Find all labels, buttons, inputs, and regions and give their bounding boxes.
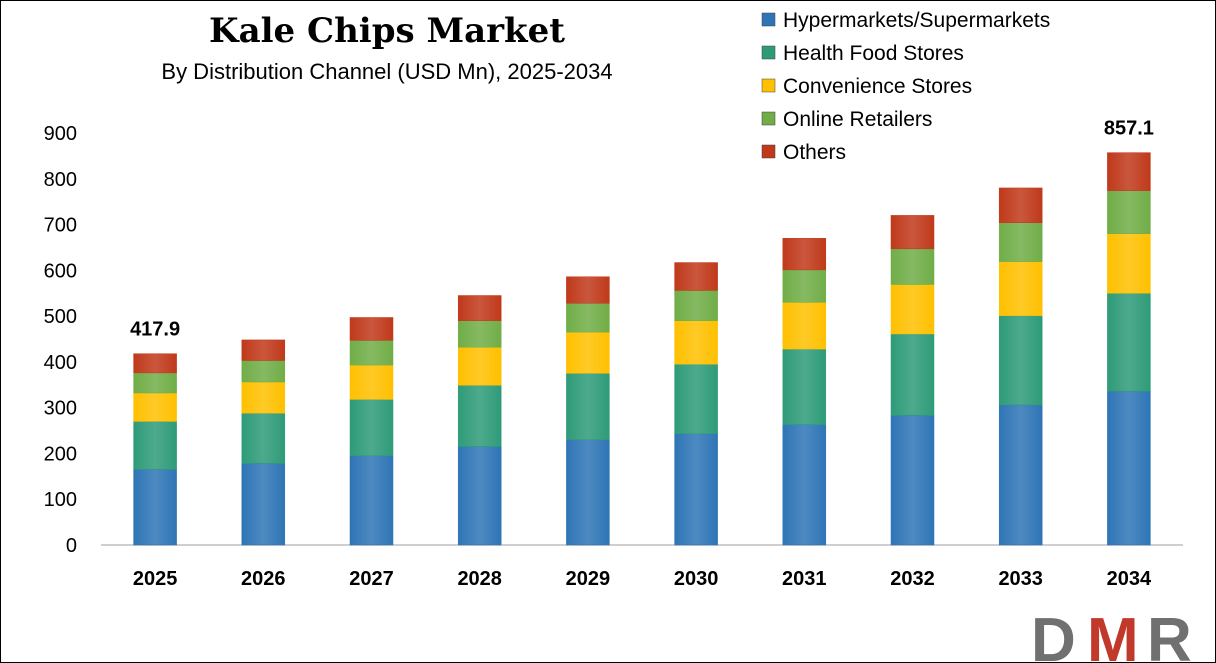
legend-label: Online Retailers <box>783 108 932 131</box>
bar-segment-2028-1 <box>457 384 502 447</box>
bar-segment-2025-1 <box>133 421 177 470</box>
chart-title: Kale Chips Market <box>209 11 565 51</box>
bar-segment-2032-4 <box>890 215 935 250</box>
legend-swatch <box>761 78 776 93</box>
data-label: 417.9 <box>130 319 180 341</box>
x-tick-label: 2034 <box>1107 568 1152 590</box>
bar-segment-2029-0 <box>566 439 610 546</box>
y-tick-label: 300 <box>44 398 77 420</box>
legend-label: Others <box>783 141 846 164</box>
legend-label: Hypermarkets/Supermarkets <box>783 9 1050 32</box>
bar-segment-2028-0 <box>457 446 502 546</box>
legend-swatch <box>761 111 776 126</box>
bar-segment-2027-0 <box>349 455 394 546</box>
dmr-logo: D M R <box>1031 606 1192 662</box>
data-labels: 417.9 857.1 <box>130 118 1154 341</box>
bar-segment-2031-3 <box>782 269 827 303</box>
legend-swatch <box>761 12 776 27</box>
legend-label: Convenience Stores <box>783 75 972 98</box>
y-tick-label: 500 <box>44 306 77 328</box>
bar-segment-2030-3 <box>674 290 718 321</box>
logo-letter-m: M <box>1087 606 1139 662</box>
bar-segment-2030-0 <box>674 433 718 546</box>
bar-segment-2027-1 <box>349 399 394 456</box>
bar-segment-2033-1 <box>998 315 1043 406</box>
bar-segment-2028-4 <box>457 295 502 321</box>
x-tick-label: 2030 <box>674 568 719 590</box>
bar-segment-2033-2 <box>998 261 1043 316</box>
bar-segment-2026-2 <box>241 381 286 414</box>
bar-segment-2030-2 <box>674 320 718 365</box>
legend: Hypermarkets/Supermarkets Health Food Sto… <box>761 9 1050 164</box>
x-tick-label: 2032 <box>890 568 935 590</box>
bar-segment-2031-4 <box>782 238 827 271</box>
bar-segment-2030-4 <box>674 262 718 291</box>
bar-segment-2034-2 <box>1107 233 1151 294</box>
bar-segment-2034-1 <box>1107 292 1151 392</box>
y-tick-label: 800 <box>44 169 77 191</box>
bar-segment-2026-0 <box>241 463 286 546</box>
bar-segment-2033-0 <box>998 404 1043 546</box>
bar-segment-2029-4 <box>566 276 610 304</box>
data-label: 857.1 <box>1104 118 1154 140</box>
x-tick-label: 2027 <box>349 568 394 590</box>
x-tick-label: 2029 <box>566 568 611 590</box>
bar-segment-2033-4 <box>998 187 1043 223</box>
bar-segment-2026-4 <box>241 339 286 361</box>
y-axis: 0 100 200 300 400 500 600 700 800 900 <box>44 123 77 557</box>
bar-segment-2028-3 <box>457 320 502 348</box>
y-tick-label: 600 <box>44 260 77 282</box>
bar-segment-2025-4 <box>133 353 177 374</box>
chart-subtitle: By Distribution Channel (USD Mn), 2025-2… <box>161 59 613 84</box>
legend-swatch <box>761 144 776 159</box>
x-tick-label: 2031 <box>782 568 827 590</box>
bars <box>133 152 1151 546</box>
bar-segment-2026-1 <box>241 412 286 464</box>
x-tick-label: 2033 <box>998 568 1043 590</box>
bar-segment-2027-2 <box>349 364 394 400</box>
bar-segment-2025-2 <box>133 392 177 422</box>
logo-letter-d: D <box>1031 606 1076 662</box>
y-tick-label: 100 <box>44 489 77 511</box>
bar-segment-2033-3 <box>998 222 1043 262</box>
legend-label: Health Food Stores <box>783 42 964 65</box>
bar-segment-2032-2 <box>890 284 935 335</box>
bar-segment-2031-0 <box>782 424 827 546</box>
bar-segment-2031-2 <box>782 302 827 350</box>
bar-segment-2027-4 <box>349 317 394 341</box>
bar-segment-2028-2 <box>457 346 502 386</box>
bar-segment-2029-2 <box>566 331 610 374</box>
bar-segment-2030-1 <box>674 363 718 435</box>
bar-segment-2032-3 <box>890 248 935 285</box>
y-tick-label: 700 <box>44 215 77 237</box>
bar-segment-2034-0 <box>1107 390 1151 546</box>
bar-segment-2029-1 <box>566 373 610 440</box>
y-tick-label: 900 <box>44 123 77 145</box>
logo-letter-r: R <box>1147 606 1192 662</box>
bar-segment-2025-0 <box>133 469 177 546</box>
bar-segment-2034-3 <box>1107 190 1151 234</box>
bar-segment-2032-1 <box>890 333 935 416</box>
bar-segment-2032-0 <box>890 415 935 546</box>
legend-swatch <box>761 45 776 60</box>
bar-segment-2025-3 <box>133 372 177 394</box>
y-tick-label: 0 <box>66 535 77 557</box>
y-tick-label: 200 <box>44 443 77 465</box>
x-tick-label: 2026 <box>241 568 286 590</box>
bar-segment-2026-3 <box>241 360 286 383</box>
x-tick-label: 2025 <box>133 568 178 590</box>
bar-segment-2031-1 <box>782 348 827 425</box>
bar-segment-2027-3 <box>349 340 394 366</box>
y-tick-label: 400 <box>44 352 77 374</box>
bar-segment-2034-4 <box>1107 152 1151 191</box>
x-axis: 2025 2026 2027 2028 2029 2030 2031 2032 2033 2034 <box>133 568 1152 590</box>
x-tick-label: 2028 <box>457 568 502 590</box>
bar-segment-2029-3 <box>566 303 610 333</box>
